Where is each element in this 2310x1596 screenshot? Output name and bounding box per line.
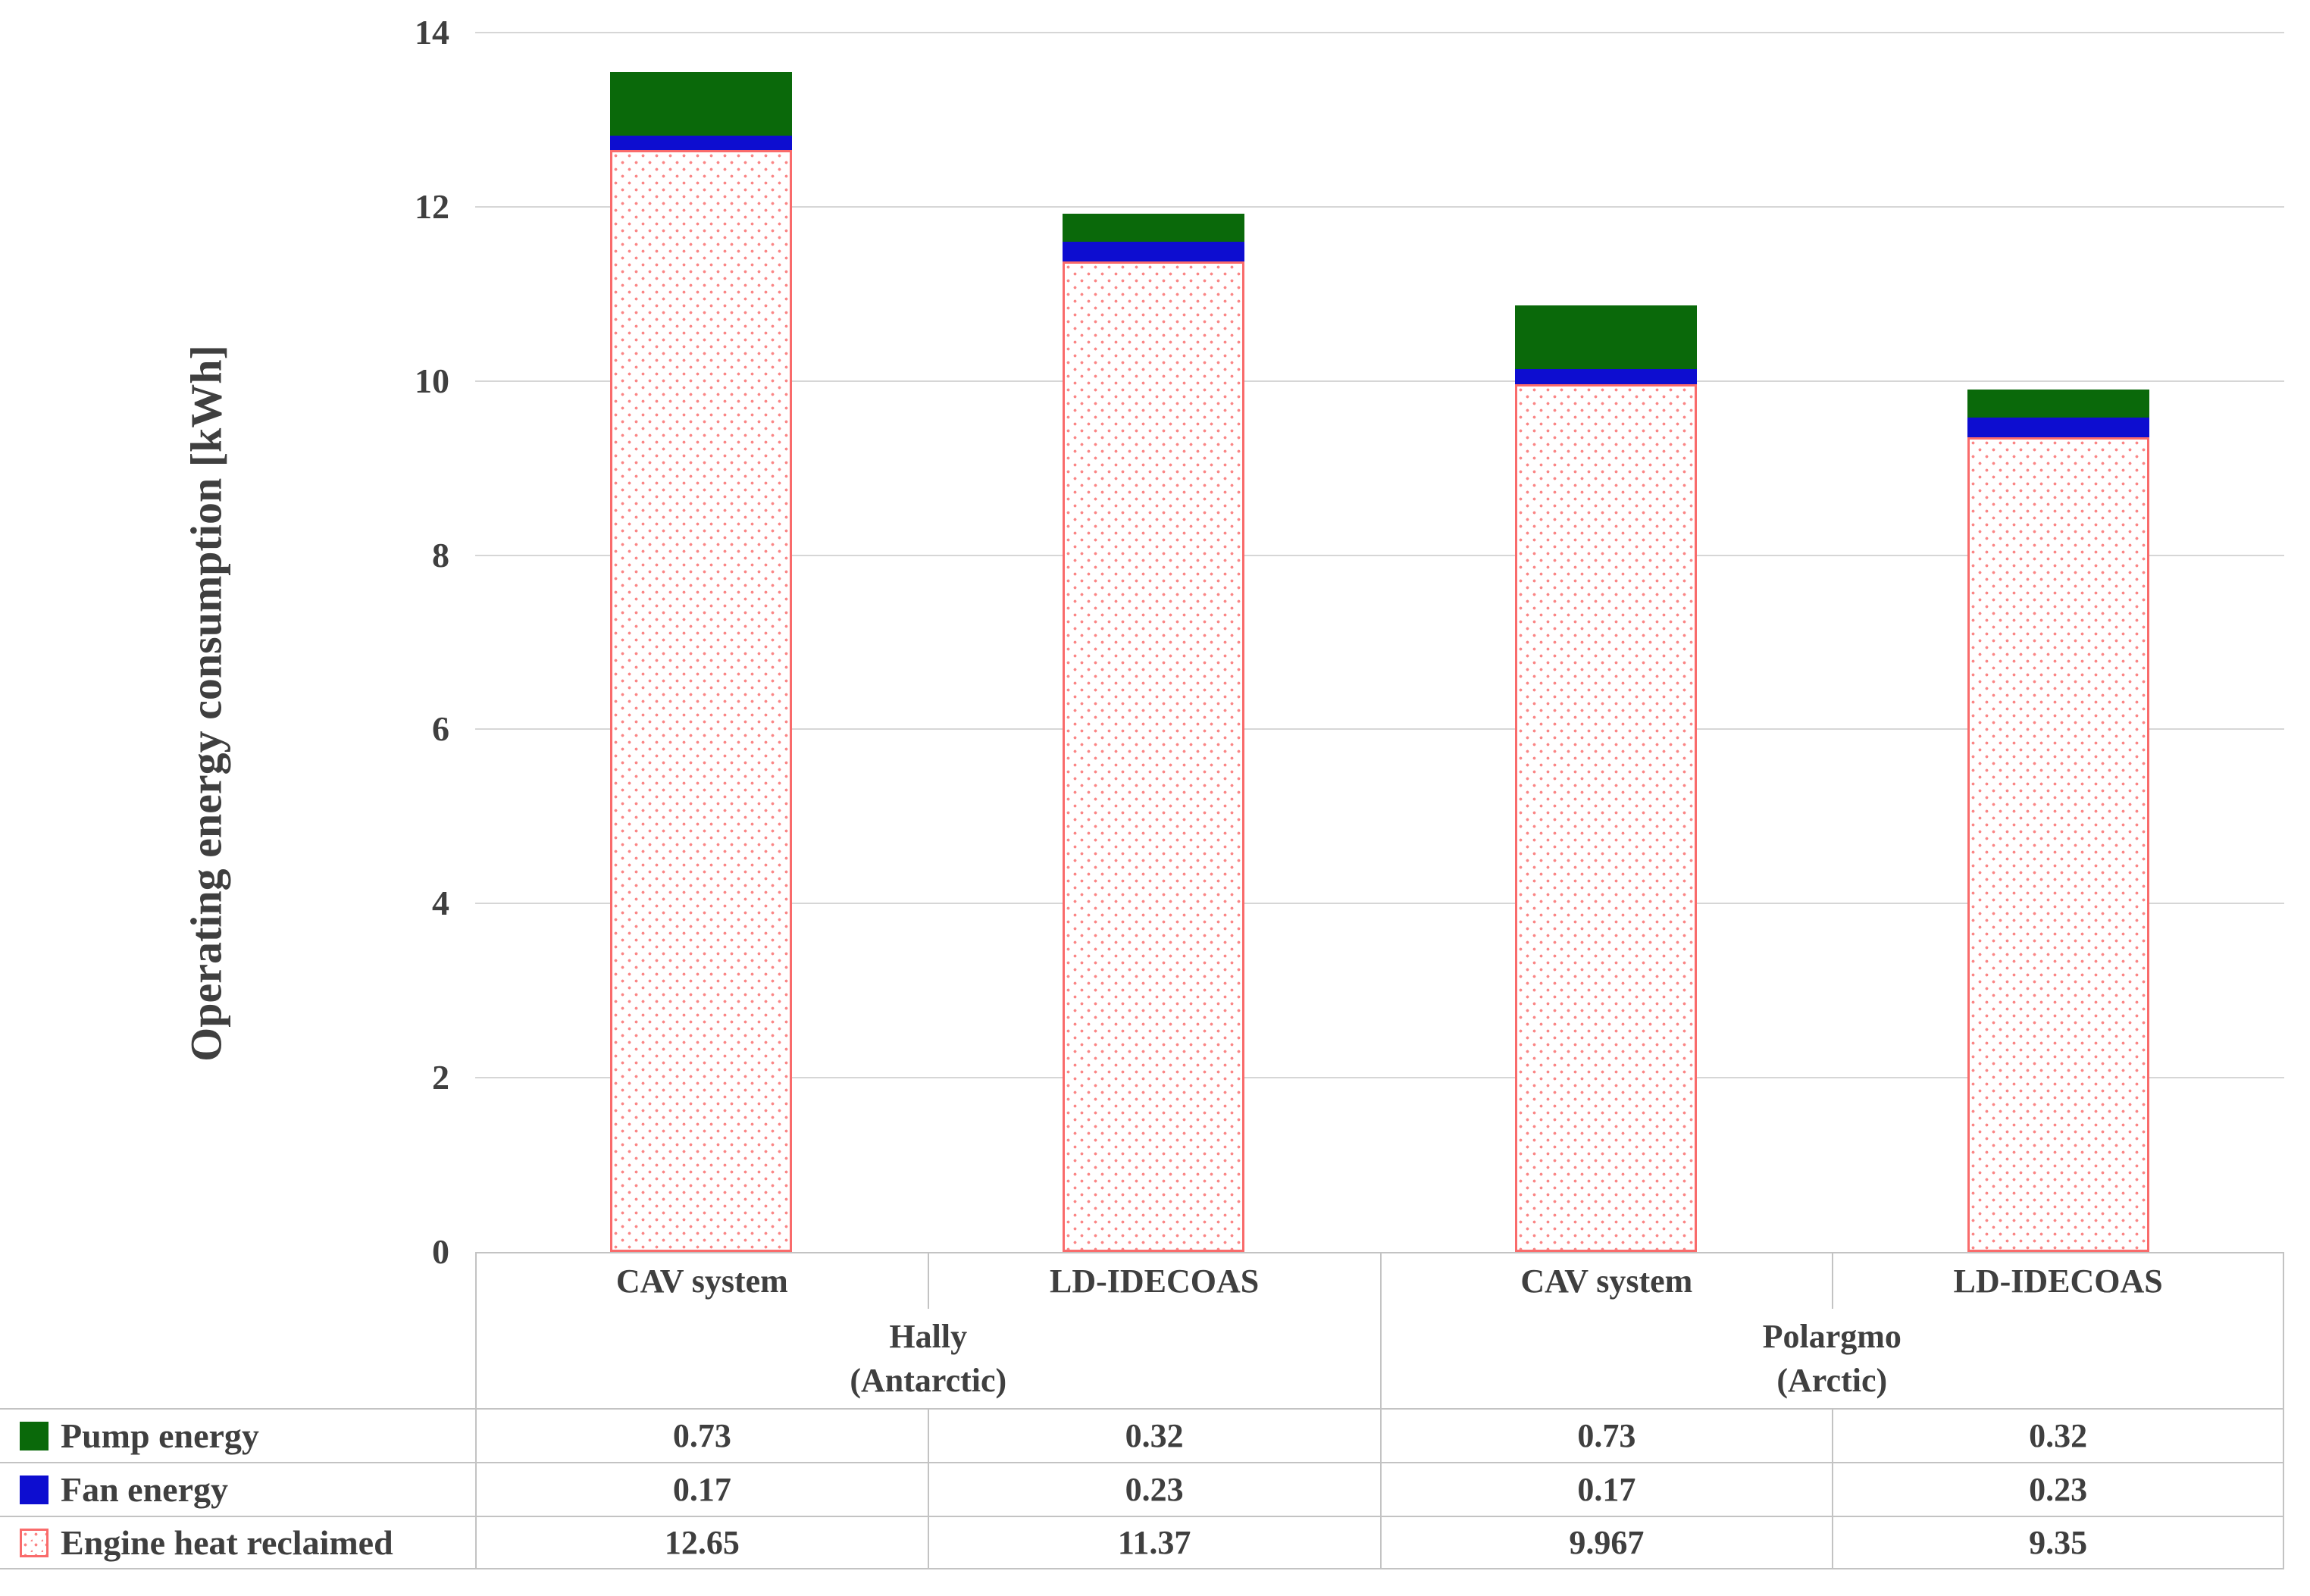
legend-label: Engine heat reclaimed [61,1523,393,1562]
data-table: CAV system LD-IDECOAS CAV system LD-IDEC… [0,1252,2284,1569]
fan-energy-segment [1514,368,1697,384]
pump-energy-swatch-icon [20,1421,49,1450]
y-tick-0: 0 [432,1232,449,1271]
legend-label: Fan energy [61,1470,229,1509]
table-value: 0.73 [1379,1408,1833,1462]
legend-label: Pump energy [61,1416,259,1455]
y-tick-2: 2 [432,1058,449,1097]
y-tick-4: 4 [432,884,449,923]
bar-column-hally-ld [928,33,1380,1252]
pump-energy-segment [1967,390,2149,418]
table-corner-blank [0,1309,475,1408]
y-tick-12: 12 [415,186,449,226]
engine-heat-segment [1514,383,1697,1252]
col-header-hally-cav: CAV system [475,1252,928,1309]
pump-energy-segment [610,71,793,136]
bar-polargmo-cav-system [1514,33,1697,1252]
group-name: Hally [889,1317,968,1355]
col-header-polargmo-cav: CAV system [1379,1252,1833,1309]
group-region: (Antarctic) [850,1361,1007,1399]
y-axis-ticks: 14 12 10 8 6 4 2 0 [0,15,449,1269]
fan-energy-segment [1063,241,1245,262]
gridline-4 [475,903,2284,905]
engine-heat-segment [610,150,793,1252]
bar-hally-cav-system [610,33,793,1252]
pump-energy-segment [1514,305,1697,369]
y-tick-8: 8 [432,535,449,574]
gridline-2 [475,1077,2284,1079]
engine-heat-swatch-icon [20,1528,49,1557]
table-value: 0.23 [1832,1462,2284,1516]
table-value: 0.73 [475,1408,928,1462]
bar-polargmo-ld-idecoas [1967,33,2149,1252]
col-header-polargmo-ld: LD-IDECOAS [1832,1252,2284,1309]
engine-heat-segment [1967,437,2149,1252]
gridline-14 [475,32,2284,33]
y-tick-10: 10 [415,361,449,400]
plot-area [475,32,2284,1252]
y-tick-6: 6 [432,709,449,749]
legend-row-fan-energy: Fan energy [0,1462,475,1516]
gridline-10 [475,380,2284,382]
gridline-6 [475,728,2284,731]
fan-energy-segment [610,135,793,151]
group-header-polargmo: Polargmo (Arctic) [1379,1309,2284,1408]
bars-container [475,33,2284,1252]
bar-column-polargmo-cav [1380,33,1833,1252]
table-value: 11.37 [927,1516,1380,1569]
gridline-12 [475,205,2284,208]
group-name: Polargmo [1762,1317,1902,1355]
bar-hally-ld-idecoas [1063,33,1245,1252]
table-value: 0.17 [475,1462,928,1516]
legend-row-engine-heat: Engine heat reclaimed [0,1516,475,1569]
pump-energy-segment [1063,214,1245,242]
engine-heat-segment [1063,261,1245,1252]
fan-energy-swatch-icon [20,1475,49,1504]
col-header-hally-ld: LD-IDECOAS [927,1252,1380,1309]
table-value: 9.967 [1379,1516,1833,1569]
table-value: 0.32 [927,1408,1380,1462]
bar-column-polargmo-ld [1832,33,2284,1252]
bar-column-hally-cav [475,33,928,1252]
gridline-8 [475,554,2284,556]
group-region: (Arctic) [1776,1361,1888,1399]
table-value: 0.17 [1379,1462,1833,1516]
fan-energy-segment [1967,418,2149,438]
table-value: 0.23 [927,1462,1380,1516]
table-value: 12.65 [475,1516,928,1569]
table-value: 9.35 [1832,1516,2284,1569]
table-value: 0.32 [1832,1408,2284,1462]
legend-row-pump-energy: Pump energy [0,1408,475,1462]
group-header-hally: Hally (Antarctic) [475,1309,1380,1408]
y-tick-14: 14 [415,13,449,52]
table-corner-blank [0,1252,475,1309]
